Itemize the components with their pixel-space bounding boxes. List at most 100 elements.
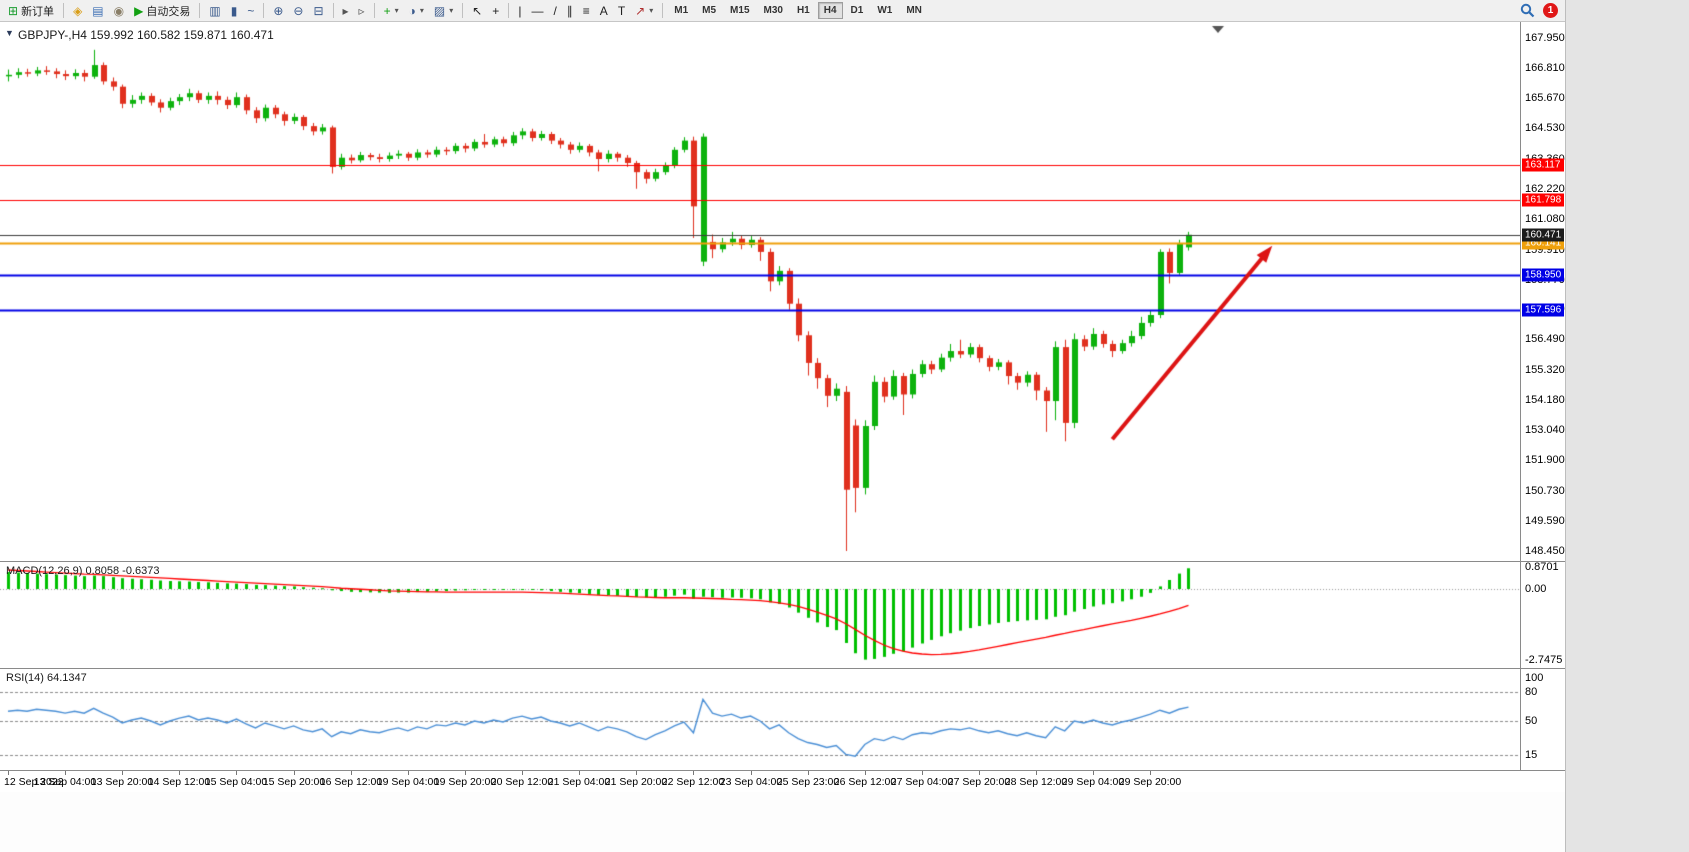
time-label: 22 Sep 12:00 (661, 776, 725, 788)
time-label: 21 Sep 20:00 (604, 776, 668, 788)
toolbar-separator (662, 3, 664, 18)
toolbar-group-zoom: ⊕ ⊖ ⊟ (268, 0, 328, 21)
toolbar-group-chart-types: ▥ ▮ ~ (204, 0, 259, 21)
macd-canvas[interactable] (0, 562, 1520, 668)
crosshair-icon[interactable]: + (487, 1, 504, 20)
time-tick (351, 771, 352, 775)
timeframe-m5[interactable]: M5 (696, 2, 722, 19)
zoom-in-icon-glyph: ⊕ (273, 3, 284, 18)
toolbar-right: 1 (1520, 3, 1562, 18)
price-axis[interactable]: 167.950166.810165.670164.530163.360162.2… (1520, 22, 1566, 770)
auto-trading-glyph: ▶ (134, 3, 144, 18)
tile-windows-icon[interactable]: ⊟ (308, 1, 328, 20)
timeframe-w1[interactable]: W1 (871, 2, 898, 19)
time-label: 13 Sep 04:00 (33, 776, 97, 788)
pane-divider (1521, 561, 1566, 562)
new-order-glyph: ⊞ (8, 3, 19, 18)
time-label: 12 Sep 2022 (4, 776, 64, 788)
timeframe-m15[interactable]: M15 (724, 2, 755, 19)
time-label: 27 Sep 20:00 (947, 776, 1011, 788)
time-label: 23 Sep 04:00 (719, 776, 783, 788)
toolbar: ⊞ 新订单 ◈ ▤ ◉ ▶ 自动交易 ▥ ▮ ~ ⊕ ⊖ ⊟ ▸ ▹ + ▾ ◑ ▾ ▨ ▾ ↖ + | — / ∥ ≡ A T ↗ ▾ M1 M… (0, 0, 1565, 22)
price-tick: 148.450 (1525, 545, 1565, 557)
vertical-line-icon[interactable]: | (513, 1, 526, 20)
line-chart-icon[interactable]: ~ (242, 1, 259, 20)
timeframe-mn[interactable]: MN (900, 2, 928, 19)
price-tick: 154.180 (1525, 394, 1565, 407)
auto-trading-button-label: 自动交易 (146, 5, 191, 18)
time-label: 15 Sep 20:00 (262, 776, 326, 788)
rsi-scale-tick: 50 (1525, 715, 1538, 727)
chevron-down-icon: ▾ (419, 6, 424, 15)
time-tick (751, 771, 752, 775)
fibonacci-icon[interactable]: ≡ (578, 1, 595, 20)
timeframe-h4[interactable]: H4 (817, 2, 843, 19)
trendline-icon[interactable]: / (548, 1, 561, 20)
price-tick: 155.320 (1525, 364, 1565, 377)
line-chart-icon-glyph: ~ (247, 3, 255, 18)
candlestick-icon[interactable]: ▮ (226, 1, 243, 20)
time-tick (1036, 771, 1037, 775)
auto-trading-button[interactable]: ▶ 自动交易 (129, 1, 195, 20)
main-chart-canvas[interactable] (0, 22, 1520, 561)
toolbar-group-chart-tools: + ▾ ◑ ▾ ▨ ▾ (379, 0, 459, 21)
auto-scroll-icon[interactable]: ▸ (338, 1, 354, 20)
bar-chart-icon[interactable]: ▥ (204, 1, 225, 20)
new-order-button[interactable]: ⊞ 新订单 (3, 1, 59, 20)
price-tick: 156.490 (1525, 333, 1565, 346)
chart-shift-icon[interactable]: ▹ (354, 1, 370, 20)
time-label: 15 Sep 04:00 (204, 776, 268, 788)
print-icon[interactable]: ▤ (87, 1, 108, 20)
horizontal-line-icon[interactable]: — (526, 1, 548, 20)
time-label: 29 Sep 04:00 (1061, 776, 1125, 788)
periods-button[interactable]: ◑ ▾ (404, 1, 429, 20)
zoom-out-icon[interactable]: ⊖ (288, 1, 308, 20)
toolbar-separator (373, 3, 375, 18)
rsi-pane: RSI(14) 64.1347 (0, 668, 1520, 770)
label-icon[interactable]: T (613, 1, 630, 20)
timeframe-m30[interactable]: M30 (758, 2, 789, 19)
bar-chart-icon-glyph: ▥ (209, 3, 221, 18)
price-tick: 153.040 (1525, 424, 1565, 437)
chevron-down-icon: ▾ (649, 6, 654, 15)
trendline-icon-glyph: / (553, 3, 557, 18)
search-button[interactable] (1520, 3, 1535, 18)
macd-pane: MACD(12,26,9) 0.8058 -0.6373 (0, 561, 1520, 668)
time-label: 13 Sep 20:00 (90, 776, 154, 788)
status-area (0, 792, 1565, 852)
price-tick: 166.810 (1525, 61, 1565, 74)
time-tick (122, 771, 123, 775)
price-tag: 158.950 (1522, 268, 1565, 282)
indicators-button[interactable]: + ▾ (379, 1, 404, 20)
zoom-in-icon[interactable]: ⊕ (268, 1, 288, 20)
time-tick (179, 771, 180, 775)
toolbar-separator (462, 3, 464, 18)
one-click-trading-toggle[interactable]: ▼ (5, 28, 14, 38)
timeframe-h1[interactable]: H1 (791, 2, 816, 19)
rsi-canvas[interactable] (0, 669, 1520, 770)
chevron-down-icon: ▾ (394, 6, 399, 15)
notification-badge[interactable]: 1 (1543, 3, 1558, 18)
timeframe-d1[interactable]: D1 (845, 2, 870, 19)
channel-icon[interactable]: ∥ (562, 1, 578, 20)
text-icon[interactable]: A (595, 1, 613, 20)
print-icon-glyph: ▤ (92, 3, 104, 18)
templates-button[interactable]: ▨ ▾ (429, 1, 458, 20)
timeframe-m1[interactable]: M1 (668, 2, 694, 19)
cursor-icon[interactable]: ↖ (467, 1, 487, 20)
time-tick (1093, 771, 1094, 775)
arrows-button[interactable]: ↗ ▾ (630, 1, 658, 20)
sound-icon-glyph: ◉ (113, 3, 125, 18)
time-tick (636, 771, 637, 775)
toolbar-group-line-tools: | — / ∥ ≡ A T ↗ ▾ (513, 0, 658, 21)
sound-icon[interactable]: ◉ (109, 1, 129, 20)
time-axis[interactable]: 12 Sep 2022 13 Sep 04:00 13 Sep 20:00 14 Se… (0, 770, 1565, 792)
macd-scale-tick: -2.7475 (1525, 653, 1563, 666)
macd-label: MACD(12,26,9) 0.8058 -0.6373 (6, 565, 160, 577)
mdi-background (1565, 0, 1689, 852)
templates-glyph: ▨ (433, 3, 446, 18)
history-center-icon[interactable]: ◈ (68, 1, 87, 20)
main-chart-pane: ▼ GBPJPY-,H4 159.992 160.582 159.871 160… (0, 22, 1520, 561)
price-tick: 149.590 (1525, 515, 1565, 527)
rsi-scale-tick: 100 (1525, 672, 1544, 684)
